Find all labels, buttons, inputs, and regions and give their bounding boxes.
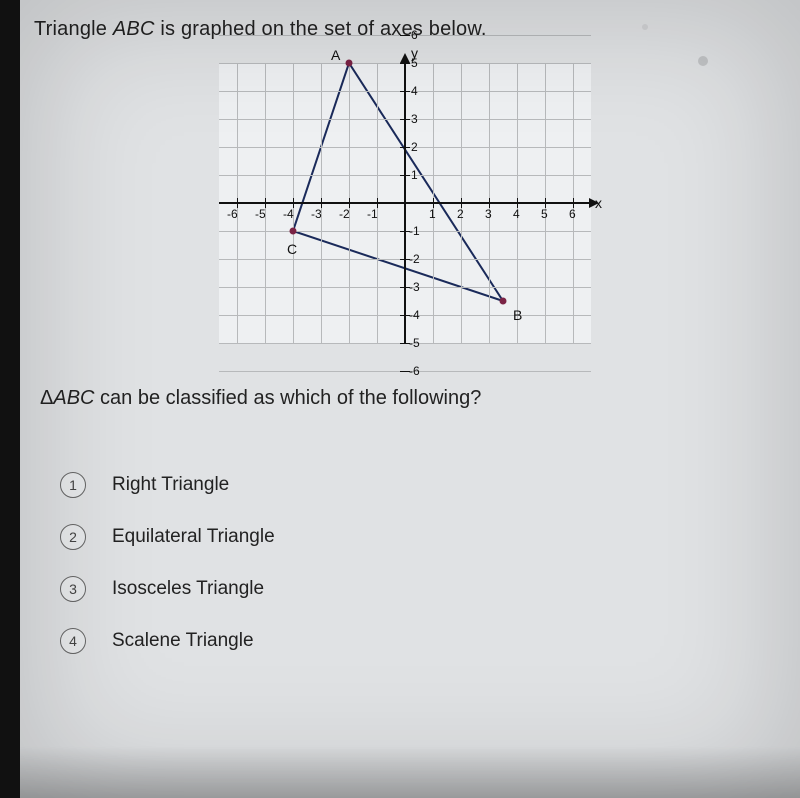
- question-text: Triangle ABC is graphed on the set of ax…: [34, 18, 776, 41]
- subquestion-post: can be classified as which of the follow…: [94, 387, 481, 409]
- question-pre: Triangle: [34, 18, 113, 40]
- smudge: [642, 24, 648, 30]
- smudge: [698, 56, 708, 66]
- answer-text: Right Triangle: [112, 474, 229, 496]
- question-triangle: ABC: [113, 18, 155, 40]
- answer-option-2[interactable]: 2 Equilateral Triangle: [60, 524, 776, 550]
- answer-option-3[interactable]: 3 Isosceles Triangle: [60, 576, 776, 602]
- answer-text: Equilateral Triangle: [112, 526, 275, 548]
- subquestion-triangle: ABC: [53, 387, 94, 409]
- answer-option-1[interactable]: 1 Right Triangle: [60, 472, 776, 498]
- answer-list: 1 Right Triangle 2 Equilateral Triangle …: [60, 472, 776, 654]
- graph-container: -6-5-4-3-2-1123456-6-5-4-3-2-1123456yxAB…: [34, 63, 776, 343]
- answer-number: 3: [60, 576, 86, 602]
- bottom-shadow: [20, 746, 800, 798]
- answer-number: 2: [60, 524, 86, 550]
- subquestion-text: ΔABC can be classified as which of the f…: [40, 387, 776, 410]
- answer-text: Scalene Triangle: [112, 630, 254, 652]
- question-post: is graphed on the set of axes below.: [155, 18, 487, 40]
- coordinate-graph: -6-5-4-3-2-1123456-6-5-4-3-2-1123456yxAB…: [219, 63, 591, 343]
- answer-number: 1: [60, 472, 86, 498]
- answer-option-4[interactable]: 4 Scalene Triangle: [60, 628, 776, 654]
- answer-text: Isosceles Triangle: [112, 578, 264, 600]
- answer-number: 4: [60, 628, 86, 654]
- delta-symbol: Δ: [40, 387, 53, 409]
